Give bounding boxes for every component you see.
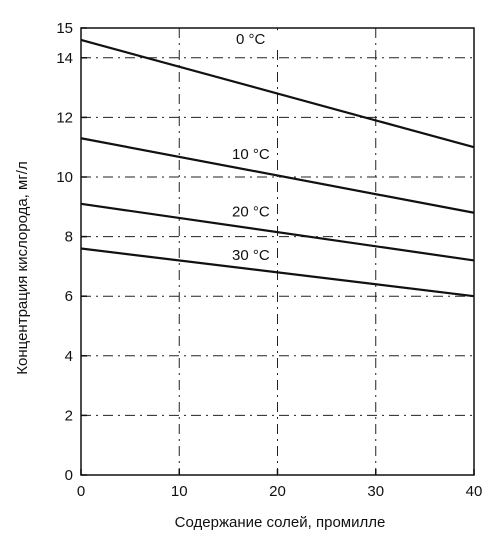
y-tick-label: 14 xyxy=(56,50,73,67)
y-tick-label: 8 xyxy=(65,229,73,246)
x-axis-title: Содержание солей, промилле xyxy=(175,514,386,531)
series-lines xyxy=(80,38,475,298)
series-label-bg xyxy=(229,202,275,221)
grid xyxy=(81,28,474,475)
series-line xyxy=(80,38,475,149)
series-label: 20 °C xyxy=(232,204,270,221)
labels: 0 10 20 30 40 0 2 4 6 8 10 12 14 15 0 °C 10 °C 20 °C 30 °… xyxy=(56,20,482,500)
y-tick-label: 12 xyxy=(56,109,73,126)
series-label: 0 °C xyxy=(236,31,266,48)
y-tick-label: 2 xyxy=(65,407,73,424)
y-tick-label: 15 xyxy=(56,20,73,37)
x-tick-label: 30 xyxy=(367,483,384,500)
axes xyxy=(80,27,475,476)
series-label: 10 °C xyxy=(232,146,270,163)
series-line xyxy=(80,137,475,214)
series-label: 30 °C xyxy=(232,247,270,264)
series-label-bg xyxy=(229,144,275,163)
x-tick-label: 10 xyxy=(171,483,188,500)
series-line xyxy=(80,247,475,298)
x-tick-label: 40 xyxy=(466,483,483,500)
y-tick-label: 10 xyxy=(56,169,73,186)
y-tick-label: 4 xyxy=(65,348,73,365)
x-tick-label: 20 xyxy=(269,483,286,500)
series-label-bg xyxy=(233,30,279,49)
y-axis-title: Концентрация кислорода, мг/л xyxy=(14,161,31,374)
series-label-bg xyxy=(229,245,275,264)
x-tick-label: 0 xyxy=(77,483,85,500)
series-line xyxy=(80,202,475,262)
y-tick-label: 0 xyxy=(65,467,73,484)
y-tick-label: 6 xyxy=(65,288,73,305)
